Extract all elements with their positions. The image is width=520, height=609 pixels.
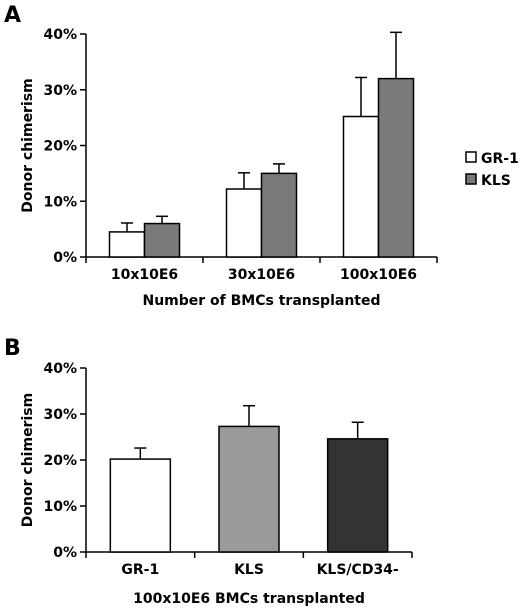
panel-b-letter: B [4, 336, 21, 361]
panel-b-bar [218, 425, 280, 553]
panel-a-y-tick-label: 40% [43, 27, 77, 43]
panel-a-y-tick-label: 30% [43, 83, 77, 99]
panel-a-bar [143, 222, 181, 258]
panel-a-y-tick-label: 10% [43, 194, 77, 210]
panel-a-y-axis-title: Donor chimerism [20, 78, 36, 212]
panel-a-legend: GR-1 KLS [465, 151, 519, 189]
panel-b: B Donor chimerism 100x10E6 BMCs transpla… [4, 336, 413, 607]
panel-a-y-tick-label: 0% [53, 250, 77, 266]
panel-a-bar [260, 172, 298, 258]
panel-b-bar [326, 438, 389, 553]
panel-a-letter: A [4, 3, 21, 28]
panel-b-y-tick-label: 40% [43, 361, 77, 377]
panel-a-bar [108, 231, 146, 258]
panel-b-x-axis-title: 100x10E6 BMCs transplanted [133, 591, 365, 607]
panel-a-legend-swatch [465, 173, 477, 185]
panel-a-x-axis-title: Number of BMCs transplanted [142, 293, 380, 309]
panel-a-y-tick-label: 20% [43, 139, 77, 155]
panel-a-bar [225, 188, 263, 258]
panel-a-x-tick-label: 10x10E6 [111, 267, 178, 283]
panel-a-legend-label: KLS [481, 173, 511, 189]
panel-b-y-tick-label: 0% [53, 545, 77, 561]
panel-a-legend-label: GR-1 [481, 151, 519, 167]
panel-a-legend-swatch [465, 151, 477, 163]
panel-a-x-tick-label: 30x10E6 [228, 267, 295, 283]
panel-b-y-tick-label: 20% [43, 453, 77, 469]
panel-b-y-tick-label: 10% [43, 499, 77, 515]
panel-b-x-tick-label: GR-1 [121, 562, 159, 578]
panel-a: A Donor chimerism Number of BMCs transpl… [4, 3, 519, 309]
panel-a-x-tick-label: 100x10E6 [340, 267, 417, 283]
panel-b-y-axis-title: Donor chimerism [20, 393, 36, 527]
panel-b-bar [109, 458, 172, 553]
panel-b-x-tick-label: KLS [234, 562, 264, 578]
panel-b-x-tick-label: KLS/CD34- [317, 562, 399, 578]
panel-b-y-tick-label: 30% [43, 407, 77, 423]
panel-a-bar [377, 77, 415, 258]
panel-a-bar [342, 115, 380, 258]
